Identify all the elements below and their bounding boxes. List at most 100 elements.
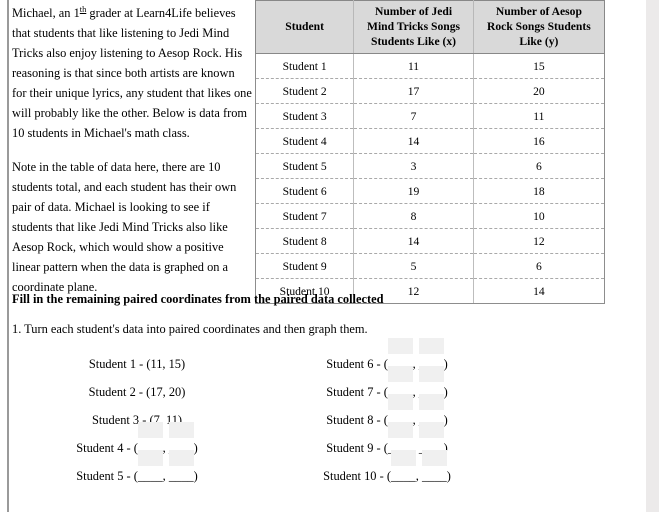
column-header-y: Number of Aesop Rock Songs Students Like… xyxy=(472,0,606,54)
cell-student-name: Student 6 xyxy=(254,178,355,204)
x-blank-rule: ____ xyxy=(137,469,163,483)
x-blank-highlight xyxy=(387,366,413,382)
column-header-x-line-1: Number of Jedi xyxy=(374,5,453,18)
coordinate-comma: , xyxy=(415,469,422,483)
table-row: Student 2 17 20 xyxy=(254,78,606,104)
paren-close: ) xyxy=(193,469,198,483)
cell-x-value: 14 xyxy=(353,128,474,154)
coordinate-comma: , xyxy=(412,441,419,455)
coordinate-entry-label: Student 4 - xyxy=(76,441,134,455)
cell-student-name: Student 9 xyxy=(254,253,355,279)
coordinate-entry-label: Student 3 - xyxy=(91,413,150,427)
left-margin-rule xyxy=(7,0,9,512)
student-data-table: Student Number of Jedi Mind Tricks Songs… xyxy=(254,0,606,304)
column-header-y-line-2: Rock Songs Students xyxy=(487,20,591,33)
cell-y-value: 16 xyxy=(472,128,606,154)
table-header: Student Number of Jedi Mind Tricks Songs… xyxy=(254,0,606,54)
coordinate-entry-label: Student 6 - xyxy=(326,357,384,371)
coordinate-entry-label: Student 2 - xyxy=(88,385,147,399)
table-row: Student 8 14 12 xyxy=(254,228,606,254)
intro-text-block: Michael, an 1th grader at Learn4Life bel… xyxy=(12,0,252,311)
table-row: Student 10 12 14 xyxy=(254,278,606,304)
paren-open: ( xyxy=(383,441,388,455)
x-coordinate-blank-field[interactable]: ____ xyxy=(390,450,416,490)
cell-x-value: 17 xyxy=(353,78,474,104)
cell-x-value: 11 xyxy=(353,53,474,79)
coordinate-list-right: Student 6 - (____, ____) Student 7 - (___… xyxy=(262,338,512,490)
cell-y-value: 12 xyxy=(472,228,606,254)
x-coordinate-blank-field[interactable]: ____ xyxy=(137,450,163,490)
column-header-x-line-3: Students Like (x) xyxy=(371,35,457,48)
ordinal-suffix: th xyxy=(79,5,87,14)
cell-y-value: 14 xyxy=(472,278,606,304)
y-blank-rule: ____ xyxy=(168,469,194,483)
cell-student-name: Student 7 xyxy=(254,203,355,229)
cell-x-value: 3 xyxy=(353,153,474,179)
y-coordinate-blank-field[interactable]: ____ xyxy=(421,450,447,490)
table-header-row: Student Number of Jedi Mind Tricks Songs… xyxy=(254,0,606,54)
coordinate-comma: , xyxy=(162,469,169,483)
cell-y-value: 20 xyxy=(472,78,606,104)
x-blank-highlight xyxy=(387,394,413,410)
y-blank-highlight xyxy=(418,366,444,382)
coordinate-pair-value: (17, 20) xyxy=(146,385,186,399)
cell-y-value: 6 xyxy=(472,253,606,279)
x-blank-highlight xyxy=(137,422,163,438)
paren-close: ) xyxy=(443,357,448,371)
cell-x-value: 7 xyxy=(353,103,474,129)
coordinate-pair-value: (11, 15) xyxy=(146,357,186,371)
paren-close: ) xyxy=(443,385,448,399)
page-right-edge xyxy=(646,0,659,512)
y-blank-highlight xyxy=(418,422,444,438)
cell-student-name: Student 3 xyxy=(254,103,355,129)
paren-close: ) xyxy=(443,413,448,427)
coordinate-entry-label: Student 7 - xyxy=(326,385,384,399)
cell-x-value: 12 xyxy=(353,278,474,304)
y-blank-highlight xyxy=(168,450,194,466)
coordinate-comma: , xyxy=(412,385,419,399)
paren-open: ( xyxy=(383,413,388,427)
cell-y-value: 11 xyxy=(472,103,606,129)
column-header-student-line-1: Student xyxy=(285,20,324,33)
column-header-x-line-2: Mind Tricks Songs xyxy=(367,20,461,33)
paren-close: ) xyxy=(443,441,448,455)
coordinate-comma: , xyxy=(412,413,419,427)
x-blank-rule: ____ xyxy=(390,469,416,483)
paren-close: ) xyxy=(446,469,451,483)
coordinate-entry-label: Student 5 - xyxy=(76,469,134,483)
coordinate-list-left: Student 1 - (11, 15) Student 2 - (17, 20)… xyxy=(12,350,262,490)
y-coordinate-blank-field[interactable]: ____ xyxy=(168,450,194,490)
y-blank-highlight xyxy=(418,394,444,410)
cell-student-name: Student 2 xyxy=(254,78,355,104)
cell-student-name: Student 1 xyxy=(254,53,355,79)
fill-in-heading: Fill in the remaining paired coordinates… xyxy=(12,292,384,306)
x-blank-highlight xyxy=(390,450,416,466)
coordinate-entry: Student 9 - (____, ____) xyxy=(262,422,512,462)
paren-open: ( xyxy=(386,469,391,483)
coordinate-entry: Student 5 - (____, ____) xyxy=(12,450,262,490)
x-blank-highlight xyxy=(137,450,163,466)
cell-x-value: 19 xyxy=(353,178,474,204)
coordinate-entry-label: Student 9 - xyxy=(326,441,384,455)
paren-open: ( xyxy=(383,385,388,399)
cell-y-value: 6 xyxy=(472,153,606,179)
table-row: Student 4 14 16 xyxy=(254,128,606,154)
paren-close: ) xyxy=(193,441,198,455)
coordinate-comma: , xyxy=(412,357,419,371)
paren-open: ( xyxy=(133,441,138,455)
paren-open: ( xyxy=(133,469,138,483)
cell-student-name: Student 5 xyxy=(254,153,355,179)
coordinate-entry-label: Student 8 - xyxy=(326,413,384,427)
column-header-y-line-3: Like (y) xyxy=(519,35,559,48)
coordinate-entry-label: Student 10 - xyxy=(323,469,387,483)
coordinate-comma: , xyxy=(162,441,169,455)
intro-paragraph-1: Michael, an 1th grader at Learn4Life bel… xyxy=(12,0,252,143)
intro-paragraph-1-part1: Michael, an 1 xyxy=(12,6,80,20)
cell-y-value: 10 xyxy=(472,203,606,229)
column-header-student: Student xyxy=(254,0,355,54)
table-row: Student 3 7 11 xyxy=(254,103,606,129)
cell-student-name: Student 4 xyxy=(254,128,355,154)
y-blank-highlight xyxy=(168,422,194,438)
x-blank-highlight xyxy=(387,422,413,438)
